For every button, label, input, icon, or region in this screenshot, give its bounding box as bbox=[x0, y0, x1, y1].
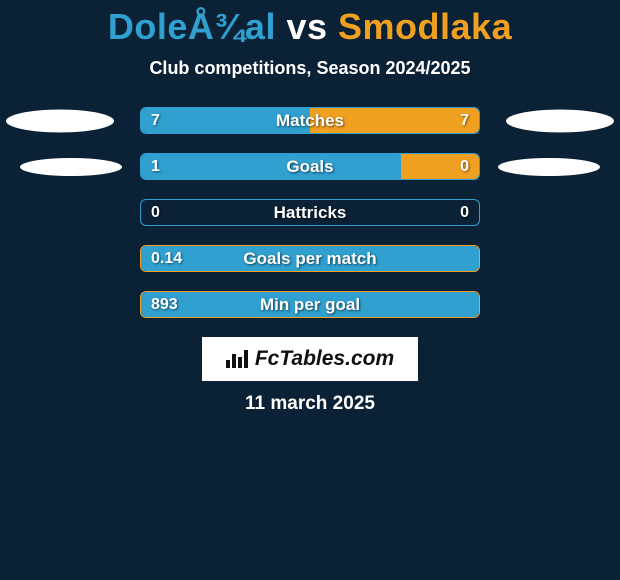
player2-ellipse-icon bbox=[506, 110, 614, 133]
player1-ellipse-icon bbox=[6, 110, 114, 133]
stat-row: 0.14Goals per match bbox=[0, 245, 620, 273]
player2-name: Smodlaka bbox=[338, 6, 512, 47]
subtitle: Club competitions, Season 2024/2025 bbox=[0, 58, 620, 79]
stat-row: 77Matches bbox=[0, 107, 620, 135]
logo-text: FcTables.com bbox=[255, 347, 394, 371]
bar-fill-player2 bbox=[401, 154, 479, 179]
page-title: DoleÅ¾al vs Smodlaka bbox=[0, 6, 620, 48]
vs-separator: vs bbox=[286, 6, 327, 47]
stat-value-player1: 0 bbox=[151, 200, 160, 225]
stat-label: Hattricks bbox=[141, 200, 479, 225]
date-label: 11 march 2025 bbox=[0, 393, 620, 415]
bar-fill-player1 bbox=[141, 154, 401, 179]
stat-bar: 0 0Hattricks bbox=[140, 199, 480, 226]
stat-row: 10Goals bbox=[0, 153, 620, 181]
player1-name: DoleÅ¾al bbox=[108, 6, 276, 47]
bar-fill-player1 bbox=[141, 292, 479, 317]
logo-box: FcTables.com bbox=[202, 337, 418, 381]
stat-row: 893Min per goal bbox=[0, 291, 620, 319]
bar-fill-player1 bbox=[141, 246, 479, 271]
stat-rows: 77Matches 10Goals 0 0Hattricks 0.14Goals per… bbox=[0, 107, 620, 319]
bar-fill-player1 bbox=[141, 108, 310, 133]
stat-bar: 10Goals bbox=[140, 153, 480, 180]
stat-row: 0 0Hattricks bbox=[0, 199, 620, 227]
comparison-panel: DoleÅ¾al vs Smodlaka Club competitions, … bbox=[0, 0, 620, 415]
logo: FcTables.com bbox=[226, 347, 394, 371]
stat-bar: 77Matches bbox=[140, 107, 480, 134]
player2-ellipse-icon bbox=[498, 158, 600, 176]
logo-bars-icon bbox=[226, 350, 248, 368]
stat-bar: 893Min per goal bbox=[140, 291, 480, 318]
player1-ellipse-icon bbox=[20, 158, 122, 176]
stat-value-player2: 0 bbox=[460, 200, 469, 225]
bar-fill-player2 bbox=[310, 108, 479, 133]
stat-bar: 0.14Goals per match bbox=[140, 245, 480, 272]
